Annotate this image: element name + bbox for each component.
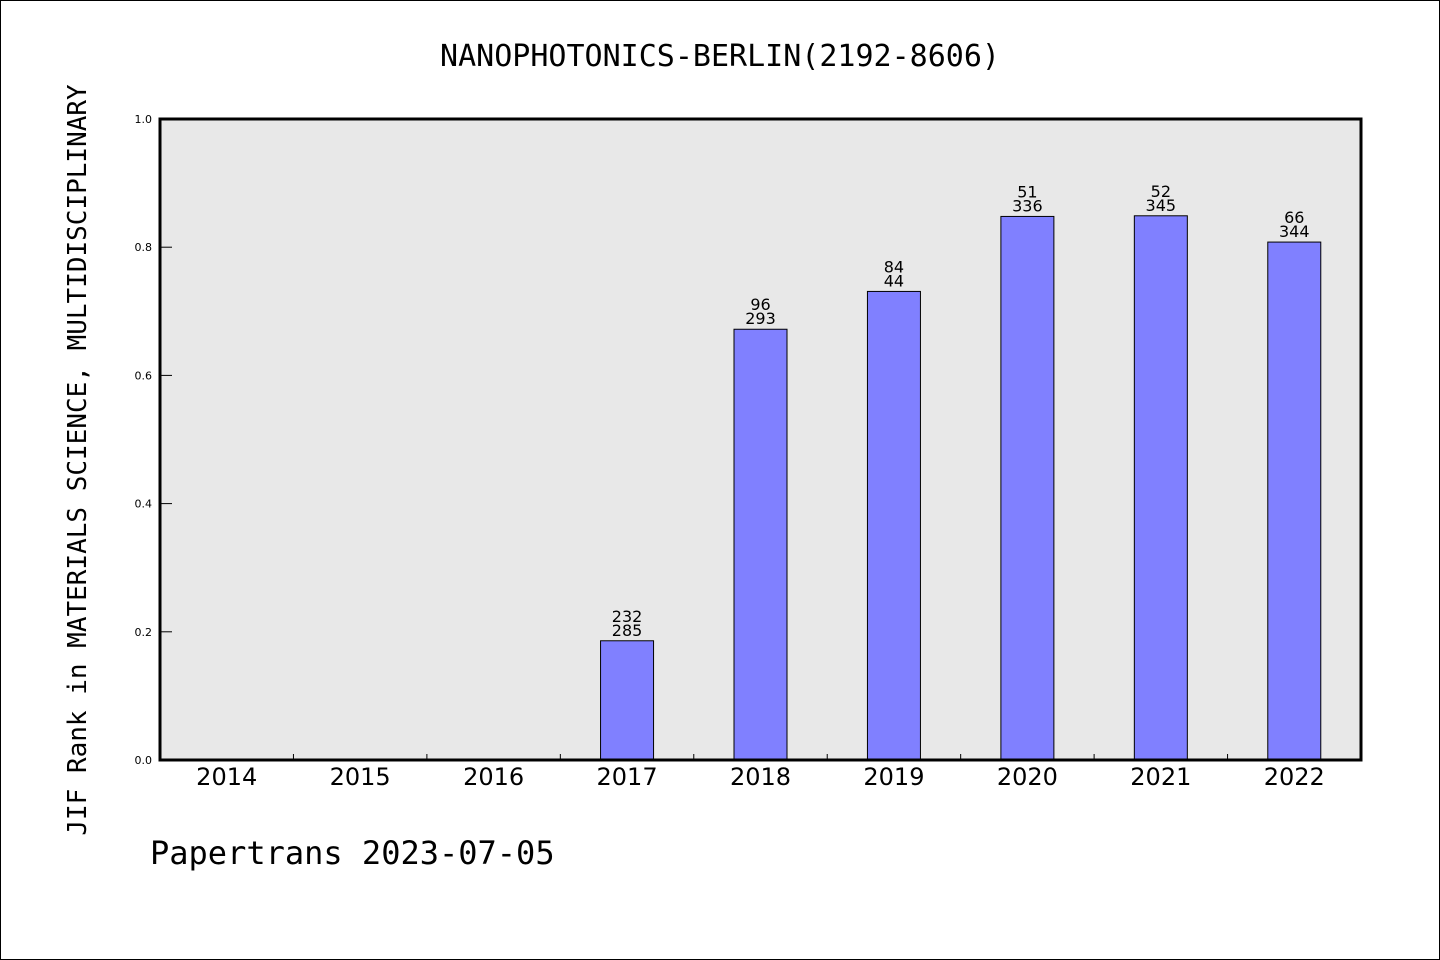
- bar-total-label: 345: [1146, 196, 1177, 215]
- chart-title: NANOPHOTONICS-BERLIN(2192-8606): [440, 39, 1000, 74]
- bar-total-label: 344: [1279, 222, 1310, 241]
- plot-frame: [158, 117, 1363, 762]
- y-tick-label: 1.0: [135, 113, 153, 126]
- x-tick-label: 2015: [330, 763, 391, 791]
- bar-rank-label: 232: [612, 607, 643, 626]
- x-tick-label: 2021: [1130, 763, 1191, 791]
- x-tick-label: 2017: [597, 763, 658, 791]
- x-tick-label: 2020: [997, 763, 1058, 791]
- bar-rank-label: 66: [1284, 208, 1304, 227]
- y-tick-label: 0.2: [135, 626, 153, 639]
- ticks-group: 0.0 0.2 0.4 0.6 0.8 1.0 2014 2015 2016 2017 2018 20…: [135, 113, 1325, 791]
- x-tick-label: 2018: [730, 763, 791, 791]
- x-tick-label: 2022: [1264, 763, 1325, 791]
- x-tick-label: 2019: [863, 763, 924, 791]
- bar-rank-label: 51: [1017, 182, 1037, 201]
- y-tick-label: 0.8: [135, 241, 153, 254]
- bar: [733, 328, 788, 761]
- bar: [1267, 241, 1322, 761]
- x-tick-label: 2014: [196, 763, 257, 791]
- bar-total-label: 44: [884, 271, 904, 290]
- footer-credit: Papertrans 2023-07-05: [150, 834, 555, 872]
- y-tick-label: 0.0: [135, 754, 153, 767]
- y-axis-label: JIF Rank in MATERIALS SCIENCE, MULTIDISC…: [63, 84, 93, 836]
- bar: [1000, 215, 1055, 761]
- bar: [1133, 215, 1188, 761]
- bar-rank-label: 52: [1151, 182, 1171, 201]
- bar: [600, 640, 655, 761]
- y-tick-label: 0.6: [135, 369, 153, 382]
- bar-rank-label: 84: [884, 257, 904, 276]
- bar-rank-label: 96: [750, 295, 770, 314]
- bar: [866, 290, 921, 761]
- x-tick-label: 2016: [463, 763, 524, 791]
- bar-total-label: 336: [1012, 196, 1043, 215]
- y-tick-label: 0.4: [135, 498, 153, 511]
- bar-total-label: 293: [745, 309, 776, 328]
- bar-total-label: 285: [612, 621, 643, 640]
